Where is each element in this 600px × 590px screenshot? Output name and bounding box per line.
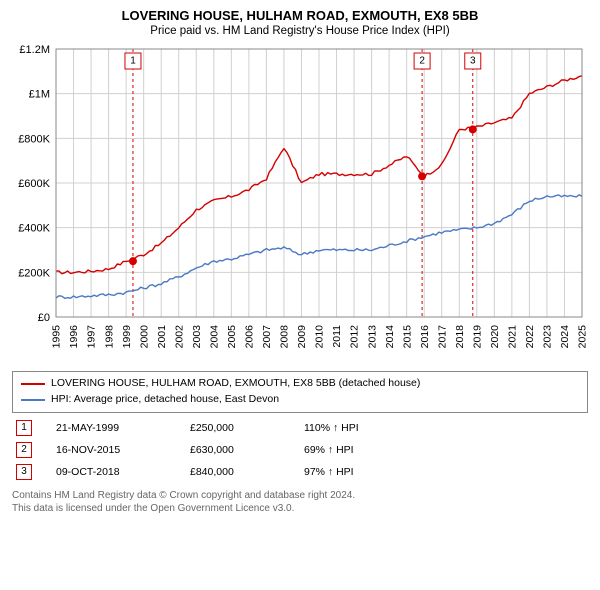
svg-text:2: 2 [419, 56, 425, 67]
svg-text:2009: 2009 [296, 325, 308, 349]
svg-text:£400K: £400K [18, 223, 50, 235]
event-hpi: 97% ↑ HPI [304, 466, 414, 478]
svg-text:1996: 1996 [68, 325, 80, 349]
svg-text:2004: 2004 [208, 325, 220, 349]
events-list: 1 21-MAY-1999 £250,000 110% ↑ HPI 2 16-NOV-20… [10, 417, 590, 483]
svg-text:2000: 2000 [138, 325, 150, 349]
chart-container: LOVERING HOUSE, HULHAM ROAD, EXMOUTH, EX… [0, 0, 600, 590]
svg-text:2001: 2001 [156, 325, 168, 349]
svg-text:2002: 2002 [173, 325, 185, 349]
svg-text:2022: 2022 [524, 325, 536, 349]
svg-text:1: 1 [130, 56, 136, 67]
legend: LOVERING HOUSE, HULHAM ROAD, EXMOUTH, EX… [12, 371, 588, 413]
attribution-line2: This data is licensed under the Open Gov… [12, 502, 588, 515]
svg-text:£1.2M: £1.2M [19, 44, 50, 56]
event-date: 09-OCT-2018 [56, 466, 166, 478]
svg-text:2012: 2012 [349, 325, 361, 349]
chart-svg: £0 £200K £400K £600K £800K £1M £1.2M 1995 1996 19… [10, 43, 590, 363]
svg-text:2023: 2023 [542, 325, 554, 349]
title-block: LOVERING HOUSE, HULHAM ROAD, EXMOUTH, EX… [10, 8, 590, 37]
svg-text:2018: 2018 [454, 325, 466, 349]
svg-text:£200K: £200K [18, 267, 50, 279]
event-badge: 1 [16, 420, 32, 436]
event-row: 1 21-MAY-1999 £250,000 110% ↑ HPI [10, 417, 590, 439]
event-hpi: 110% ↑ HPI [304, 422, 414, 434]
svg-text:2014: 2014 [384, 325, 396, 349]
legend-swatch-hpi [21, 399, 45, 401]
svg-text:2007: 2007 [261, 325, 273, 349]
svg-text:2013: 2013 [366, 325, 378, 349]
event-price: £630,000 [190, 444, 280, 456]
event-hpi: 69% ↑ HPI [304, 444, 414, 456]
svg-text:2005: 2005 [226, 325, 238, 349]
attribution: Contains HM Land Registry data © Crown c… [10, 489, 590, 515]
legend-row-property: LOVERING HOUSE, HULHAM ROAD, EXMOUTH, EX… [21, 376, 579, 392]
svg-text:2025: 2025 [577, 325, 589, 349]
chart-title: LOVERING HOUSE, HULHAM ROAD, EXMOUTH, EX… [10, 8, 590, 23]
event-price: £250,000 [190, 422, 280, 434]
svg-text:3: 3 [470, 56, 476, 67]
svg-text:2008: 2008 [279, 325, 291, 349]
legend-label-hpi: HPI: Average price, detached house, East… [51, 392, 279, 408]
svg-text:£600K: £600K [18, 178, 50, 190]
svg-text:£0: £0 [38, 312, 50, 324]
svg-text:2006: 2006 [244, 325, 256, 349]
event-badge: 3 [16, 464, 32, 480]
svg-text:£1M: £1M [29, 89, 50, 101]
event-row: 3 09-OCT-2018 £840,000 97% ↑ HPI [10, 461, 590, 483]
svg-text:2017: 2017 [436, 325, 448, 349]
svg-text:2024: 2024 [559, 325, 571, 349]
event-date: 16-NOV-2015 [56, 444, 166, 456]
svg-text:2016: 2016 [419, 325, 431, 349]
svg-text:£800K: £800K [18, 133, 50, 145]
legend-swatch-property [21, 383, 45, 385]
chart-area: £0 £200K £400K £600K £800K £1M £1.2M 1995 1996 19… [10, 43, 590, 363]
event-price: £840,000 [190, 466, 280, 478]
svg-text:1995: 1995 [51, 325, 63, 349]
svg-text:2011: 2011 [331, 325, 343, 348]
legend-label-property: LOVERING HOUSE, HULHAM ROAD, EXMOUTH, EX… [51, 376, 420, 392]
svg-text:2003: 2003 [191, 325, 203, 349]
event-date: 21-MAY-1999 [56, 422, 166, 434]
svg-text:1997: 1997 [86, 325, 98, 349]
svg-text:2010: 2010 [314, 325, 326, 349]
event-badge: 2 [16, 442, 32, 458]
event-row: 2 16-NOV-2015 £630,000 69% ↑ HPI [10, 439, 590, 461]
svg-text:1998: 1998 [103, 325, 115, 349]
chart-subtitle: Price paid vs. HM Land Registry's House … [10, 25, 590, 37]
attribution-line1: Contains HM Land Registry data © Crown c… [12, 489, 588, 502]
svg-text:2019: 2019 [471, 325, 483, 349]
svg-text:1999: 1999 [121, 325, 133, 349]
svg-text:2021: 2021 [507, 325, 519, 349]
legend-row-hpi: HPI: Average price, detached house, East… [21, 392, 579, 408]
svg-text:2020: 2020 [489, 325, 501, 349]
svg-text:2015: 2015 [401, 325, 413, 349]
